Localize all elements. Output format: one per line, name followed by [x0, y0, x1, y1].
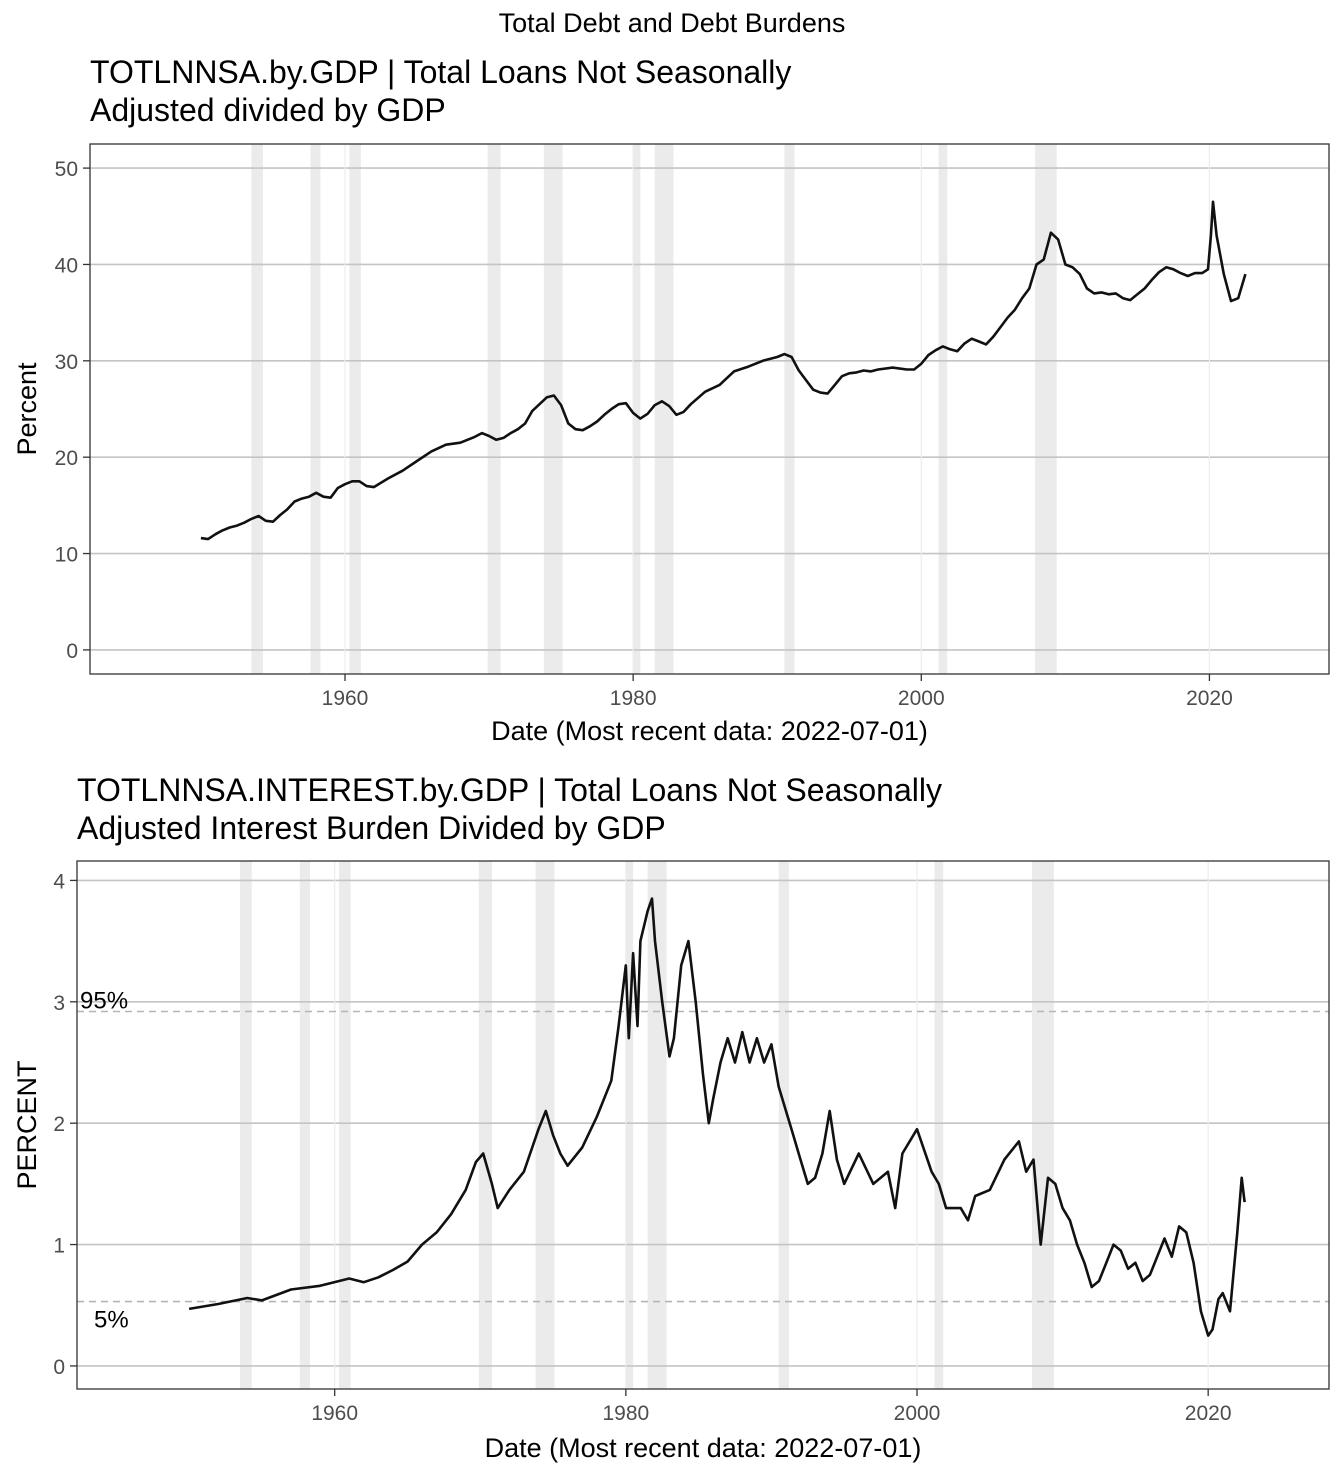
series-line: [188, 897, 1246, 1337]
x-tick-label: 2020: [1186, 687, 1233, 710]
x-tick-label: 1960: [322, 687, 369, 710]
y-tick-label: 1: [53, 1235, 65, 1258]
y-axis-ticks: 0 10 20 30 40 50: [55, 158, 90, 663]
x-axis-label: Date (Most recent data: 2022-07-01): [485, 1433, 922, 1463]
recession-band: [1035, 144, 1057, 674]
panel-title-line2: Adjusted Interest Burden Divided by GDP: [77, 810, 666, 846]
recession-band: [654, 144, 674, 674]
recession-bands: [240, 861, 1054, 1389]
y-tick-label: 50: [55, 158, 78, 181]
recession-band: [1032, 861, 1054, 1389]
recession-band: [310, 144, 321, 674]
y-tick-label: 4: [53, 870, 65, 893]
chart-panel-interest-by-gdp: TOTLNNSA.INTEREST.by.GDP | Total Loans N…: [12, 772, 1330, 1463]
y-tick-label: 10: [55, 544, 78, 567]
recession-band: [938, 144, 948, 674]
recession-band: [535, 861, 555, 1389]
recession-band: [349, 144, 361, 674]
plot-border: [76, 860, 1330, 1390]
recession-bands: [251, 144, 1057, 674]
recession-band: [299, 861, 310, 1389]
reference-lines: 95% 5%: [77, 988, 1329, 1334]
series-layer: [200, 200, 1247, 541]
x-tick-label: 1960: [311, 1402, 358, 1425]
recession-band: [778, 861, 789, 1389]
y-axis-ticks: 0 1 2 3 4: [53, 870, 77, 1379]
y-axis-label: PERCENT: [12, 1060, 42, 1189]
plot-border: [89, 143, 1330, 675]
x-axis-label: Date (Most recent data: 2022-07-01): [491, 716, 928, 746]
recession-band: [625, 861, 634, 1389]
x-tick-label: 1980: [602, 1402, 649, 1425]
reference-line-label: 5%: [94, 1307, 129, 1334]
chart-panel-loans-by-gdp: TOTLNNSA.by.GDP | Total Loans Not Season…: [12, 54, 1330, 746]
recession-band: [240, 861, 252, 1389]
recession-band: [487, 144, 501, 674]
x-tick-label: 2020: [1185, 1402, 1232, 1425]
y-tick-label: 20: [55, 447, 78, 470]
recession-band: [543, 144, 563, 674]
recession-band: [339, 861, 351, 1389]
panel-title-line1: TOTLNNSA.by.GDP | Total Loans Not Season…: [90, 54, 791, 90]
y-tick-label: 0: [66, 640, 78, 663]
panel-title-line1: TOTLNNSA.INTEREST.by.GDP | Total Loans N…: [77, 772, 942, 808]
x-axis-ticks: 1960 1980 2000 2020: [311, 1389, 1232, 1425]
series-layer: [188, 897, 1246, 1337]
series-line: [200, 200, 1247, 541]
recession-band: [251, 144, 263, 674]
y-tick-label: 3: [53, 992, 65, 1015]
x-tick-label: 1980: [610, 687, 657, 710]
y-tick-label: 0: [53, 1356, 65, 1379]
recession-band: [934, 861, 944, 1389]
grid-lines: [90, 144, 1329, 674]
recession-band: [647, 861, 667, 1389]
y-tick-label: 2: [53, 1113, 65, 1136]
figure-title: Total Debt and Debt Burdens: [499, 8, 846, 38]
x-tick-label: 2000: [894, 1402, 941, 1425]
x-tick-label: 2000: [898, 687, 945, 710]
panel-title-line2: Adjusted divided by GDP: [90, 92, 446, 128]
grid-lines: [77, 861, 1329, 1389]
recession-band: [478, 861, 492, 1389]
y-axis-label: Percent: [12, 362, 42, 456]
y-tick-label: 40: [55, 254, 78, 277]
y-tick-label: 30: [55, 351, 78, 374]
recession-band: [784, 144, 795, 674]
reference-line-label: 95%: [80, 988, 128, 1015]
recession-band: [633, 144, 641, 674]
x-axis-ticks: 1960 1980 2000 2020: [322, 674, 1233, 710]
